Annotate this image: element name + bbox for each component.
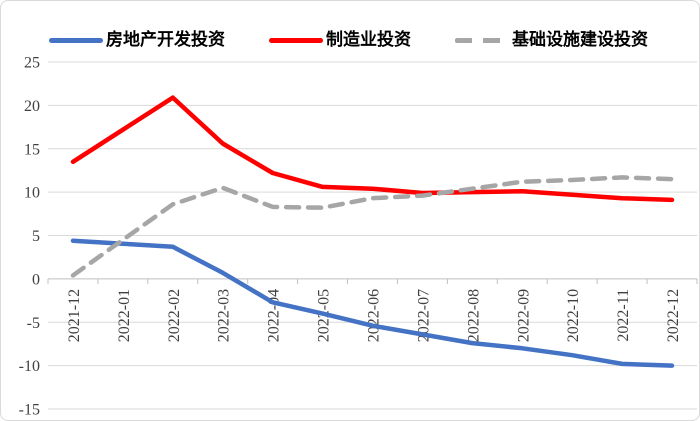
x-tick-label: 2022-08 (465, 289, 482, 342)
x-tick-label: 2022-09 (515, 289, 532, 342)
x-tick-label: 2022-04 (266, 289, 283, 342)
legend-label-real-estate: 房地产开发投资 (106, 30, 225, 49)
x-tick-label: 2022-02 (166, 289, 183, 342)
x-tick-label: 2022-06 (366, 289, 383, 342)
x-tick-label: 2022-12 (665, 289, 682, 342)
legend-label-manufacturing: 制造业投资 (326, 30, 411, 49)
y-tick-label: 0 (32, 271, 40, 288)
y-tick-label: 10 (24, 185, 40, 202)
legend-label-infrastructure: 基础设施建设投资 (512, 30, 648, 49)
series-line-1 (70, 95, 675, 203)
series-line-0 (70, 238, 675, 368)
x-tick-label: 2022-01 (116, 289, 133, 342)
x-tick-label: 2021-12 (66, 289, 83, 342)
x-tick-label: 2022-10 (565, 289, 582, 342)
x-tick-label: 2022-07 (415, 289, 432, 342)
x-tick-label: 2022-03 (216, 289, 233, 342)
y-tick-label: -15 (19, 402, 40, 419)
legend-line-real-estate-icon (49, 37, 103, 43)
y-tick-label: 25 (24, 55, 40, 72)
y-tick-label: 20 (24, 98, 40, 115)
series-line-2 (70, 175, 675, 278)
y-tick-label: -10 (19, 358, 40, 375)
legend-item-real-estate: 房地产开发投资 (49, 30, 225, 50)
legend-line-infrastructure-icon (455, 37, 509, 43)
y-tick-label: 15 (24, 141, 40, 158)
chart-legend: 房地产开发投资 制造业投资 基础设施建设投资 (49, 30, 648, 50)
y-tick-label: -5 (27, 315, 40, 332)
x-tick-label: 2022-11 (615, 289, 632, 342)
legend-item-manufacturing: 制造业投资 (269, 30, 411, 50)
y-tick-label: 5 (32, 228, 40, 245)
legend-item-infrastructure: 基础设施建设投资 (455, 30, 648, 50)
legend-line-manufacturing-icon (269, 37, 323, 43)
